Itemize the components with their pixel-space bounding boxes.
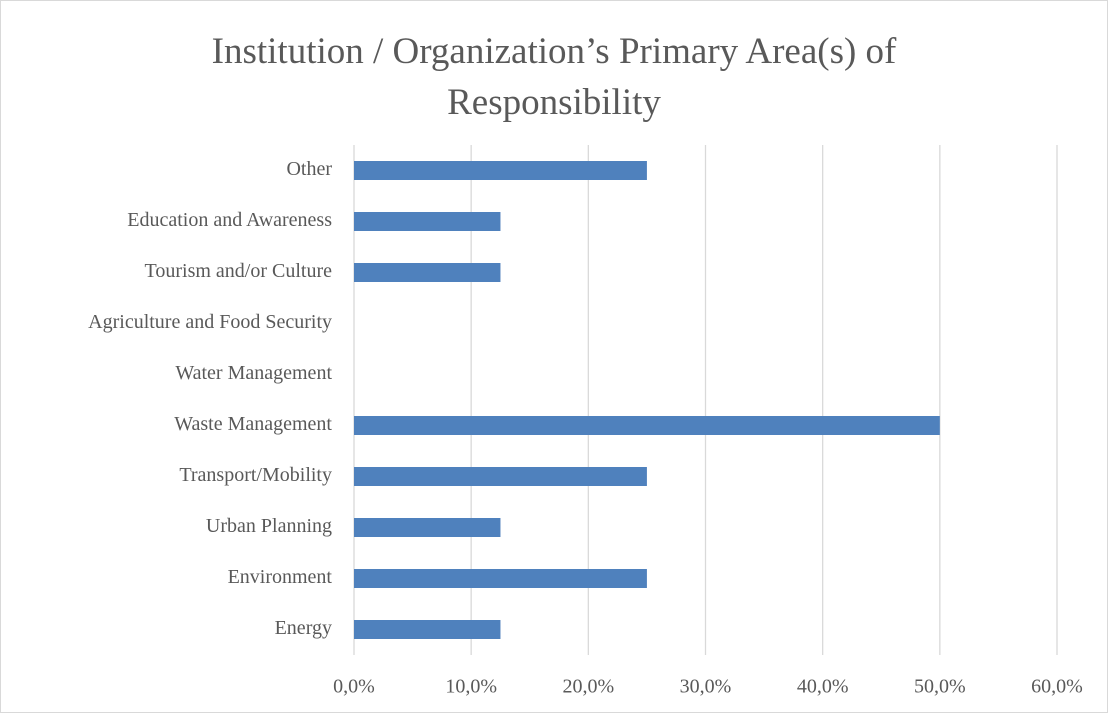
x-tick-label: 50,0%: [914, 676, 966, 698]
bar: [354, 620, 501, 639]
x-tick-label: 20,0%: [562, 676, 614, 698]
x-tick-label: 10,0%: [445, 676, 497, 698]
x-tick-label: 40,0%: [797, 676, 849, 698]
y-tick-label: Energy: [275, 617, 332, 639]
bar: [354, 161, 647, 180]
bar: [354, 569, 647, 588]
y-tick-label: Agriculture and Food Security: [88, 311, 332, 333]
x-tick-label: 0,0%: [333, 676, 375, 698]
x-tick-label: 30,0%: [680, 676, 732, 698]
y-tick-label: Tourism and/or Culture: [145, 260, 333, 282]
chart-title: Institution / Organization’s Primary Are…: [211, 31, 897, 123]
y-tick-label: Transport/Mobility: [179, 464, 332, 486]
y-tick-label: Education and Awareness: [127, 209, 332, 231]
bar: [354, 467, 647, 486]
y-tick-label: Other: [286, 158, 332, 180]
y-tick-label: Urban Planning: [206, 515, 332, 537]
x-tick-label: 60,0%: [1031, 676, 1083, 698]
bar: [354, 212, 501, 231]
bar: [354, 263, 501, 282]
bar: [354, 416, 940, 435]
y-tick-label: Water Management: [175, 362, 332, 384]
y-tick-label: Waste Management: [174, 413, 332, 435]
bar: [354, 518, 501, 537]
y-tick-label: Environment: [228, 566, 333, 588]
